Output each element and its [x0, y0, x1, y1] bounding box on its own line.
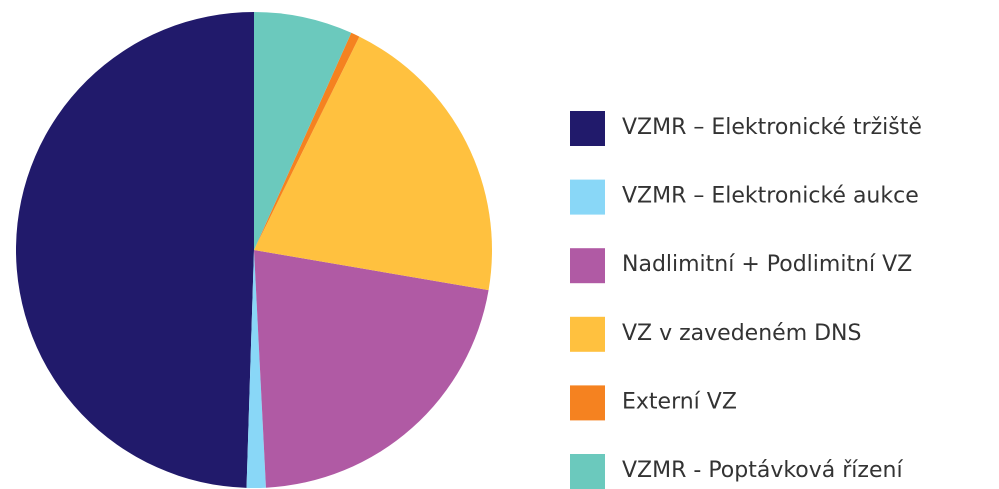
legend-label: VZ v zavedeném DNS	[622, 321, 861, 346]
legend-label: VZMR – Elektronické tržiště	[622, 115, 922, 140]
pie-slice	[246, 250, 266, 489]
legend-swatch	[570, 316, 605, 352]
pie-slice	[254, 12, 352, 250]
legend-swatch	[570, 454, 605, 489]
legend-label: VZMR - Poptávková řízení	[622, 458, 903, 483]
pie-slice	[254, 36, 492, 291]
legend-label: Nadlimitní + Podlimitní VZ	[622, 252, 912, 277]
legend-swatch	[570, 385, 605, 421]
pie-slice	[254, 32, 360, 250]
legend-swatch	[570, 111, 605, 146]
legend-label: VZMR – Elektronické aukce	[622, 184, 919, 209]
pie-slice	[254, 250, 489, 488]
legend-swatch	[570, 248, 605, 284]
pie-slice	[15, 12, 254, 488]
legend-swatch	[570, 179, 605, 215]
legend-label: Externí VZ	[622, 389, 737, 414]
